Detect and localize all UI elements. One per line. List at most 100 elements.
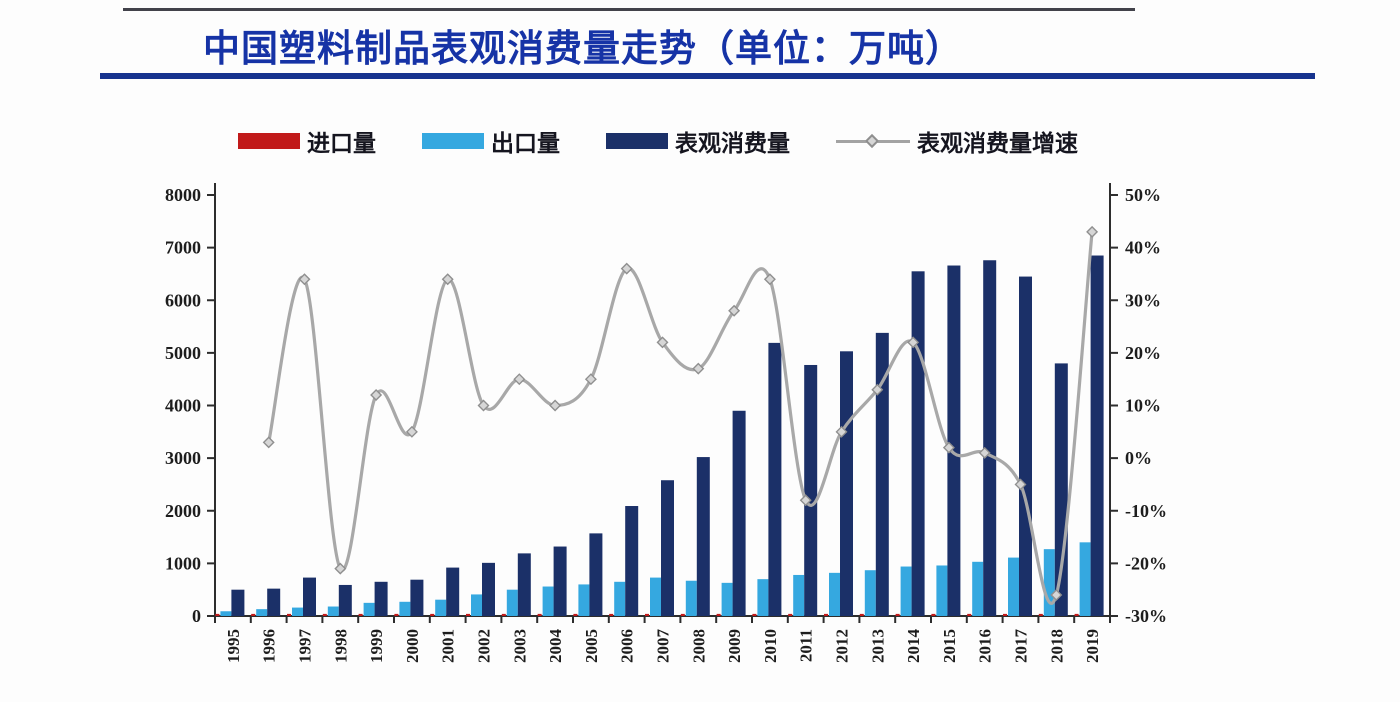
right-axis-tick-label: 40% [1125,238,1161,258]
left-axis-tick-label: 5000 [165,343,201,363]
bar [292,607,303,616]
legend-item-import: 进口量 [238,124,376,158]
bar [482,562,495,616]
growth-diamond-marker [835,425,848,438]
right-axis-tick-label: -20% [1125,553,1167,573]
bar [609,613,614,616]
bar [573,613,578,616]
bar [1019,276,1032,616]
bar [900,566,912,616]
bar [680,613,685,616]
growth-diamond-marker [978,446,991,459]
bar [267,588,281,616]
bar [287,613,291,616]
bar [394,613,399,616]
x-axis-year-label: 2017 [1012,629,1031,664]
bar [215,613,220,616]
axis-labels: 0 1000 2000 3000 4000 5000 6000 7000 8000 -30% -20… [165,185,1167,663]
x-axis-year-label: 1995 [224,629,243,663]
bar [804,364,818,616]
growth-diamond-marker [620,262,633,275]
growth-line-diamond-icon [836,133,910,149]
bar [1008,557,1019,616]
bar [446,567,460,616]
left-axis-tick-label: 6000 [165,290,201,310]
legend-label-growth: 表观消费量增速 [917,130,1078,156]
growth-diamond-marker [441,273,454,286]
x-axis-year-label: 2012 [833,629,852,663]
bar [363,602,375,616]
right-axis-tick-label: -30% [1125,606,1167,626]
right-axis-tick-label: -10% [1125,501,1167,521]
bar [864,570,876,616]
growth-diamond-marker [763,273,776,286]
growth-diamond-marker [692,362,705,375]
x-axis-year-label: 2015 [940,629,959,663]
growth-diamond-marker [370,388,383,401]
growth-diamond-marker [656,336,669,349]
bar [251,613,256,616]
bar [410,579,424,616]
bar [768,342,782,616]
bar [303,577,316,616]
growth-diamond-marker [871,383,884,396]
bar [757,579,769,616]
bar [338,584,352,616]
x-axis-year-label: 1998 [331,629,350,663]
legend-item-consumption: 表观消费量 [606,124,790,158]
left-axis-tick-label: 4000 [165,396,201,416]
x-axis-year-label: 2014 [904,629,923,664]
consumption-swatch-icon [606,133,668,149]
bar [645,613,649,616]
bar [589,533,603,616]
bar [661,480,674,616]
bar [840,351,853,616]
bar [1038,613,1043,616]
x-axis-year-label: 2018 [1047,629,1066,663]
chart-legend: 进口量 出口量 表观消费量 表观消费量增速 [238,124,1078,158]
bar [501,613,506,616]
growth-diamond-marker [405,425,418,438]
bar [220,611,232,616]
growth-diamond-marker [1050,588,1063,601]
growth-diamond-marker [584,373,597,386]
bar [517,553,531,616]
left-axis-tick-label: 2000 [165,501,201,521]
bar [936,565,948,616]
growth-diamond-marker [334,562,347,575]
import-swatch-icon [238,133,300,149]
x-axis-year-label: 2000 [403,629,422,663]
growth-diamond-marker [942,441,955,454]
bar [374,581,388,616]
growth-diamond-marker [1086,225,1099,238]
bar [931,613,936,616]
bar [732,410,746,616]
legend-item-growth: 表观消费量增速 [836,124,1078,158]
bar [256,609,268,616]
growth-diamond-marker [549,399,562,412]
bar [685,580,697,616]
growth-diamond-marker [799,494,812,507]
export-swatch-icon [422,133,484,149]
title-underline-rule [100,73,1315,79]
bar [553,546,567,616]
x-axis-year-label: 2002 [475,629,494,663]
x-axis-year-label: 2001 [439,629,458,663]
left-axis-tick-label: 0 [192,606,201,626]
x-axis-year-label: 2019 [1083,629,1102,663]
bar [788,613,793,616]
bar [625,506,639,616]
bar [875,332,889,616]
growth-diamond-marker [1014,478,1027,491]
legend-item-export: 出口量 [422,124,560,158]
bar [859,613,864,616]
bar [537,613,542,616]
x-axis-year-label: 2010 [761,629,780,663]
x-axis-year-label: 2008 [689,629,708,663]
bar [430,613,435,616]
bar [578,584,590,616]
growth-diamond-marker [477,399,490,412]
legend-label-export: 出口量 [491,130,560,156]
legend-label-import: 进口量 [307,130,376,156]
